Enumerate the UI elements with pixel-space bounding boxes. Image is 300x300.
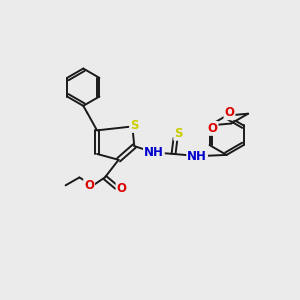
Text: NH: NH <box>187 150 207 164</box>
Text: S: S <box>130 119 139 132</box>
Text: O: O <box>116 182 127 195</box>
Text: O: O <box>208 122 218 135</box>
Text: S: S <box>174 127 183 140</box>
Text: O: O <box>224 106 235 119</box>
Text: O: O <box>84 179 94 192</box>
Text: NH: NH <box>144 146 164 159</box>
